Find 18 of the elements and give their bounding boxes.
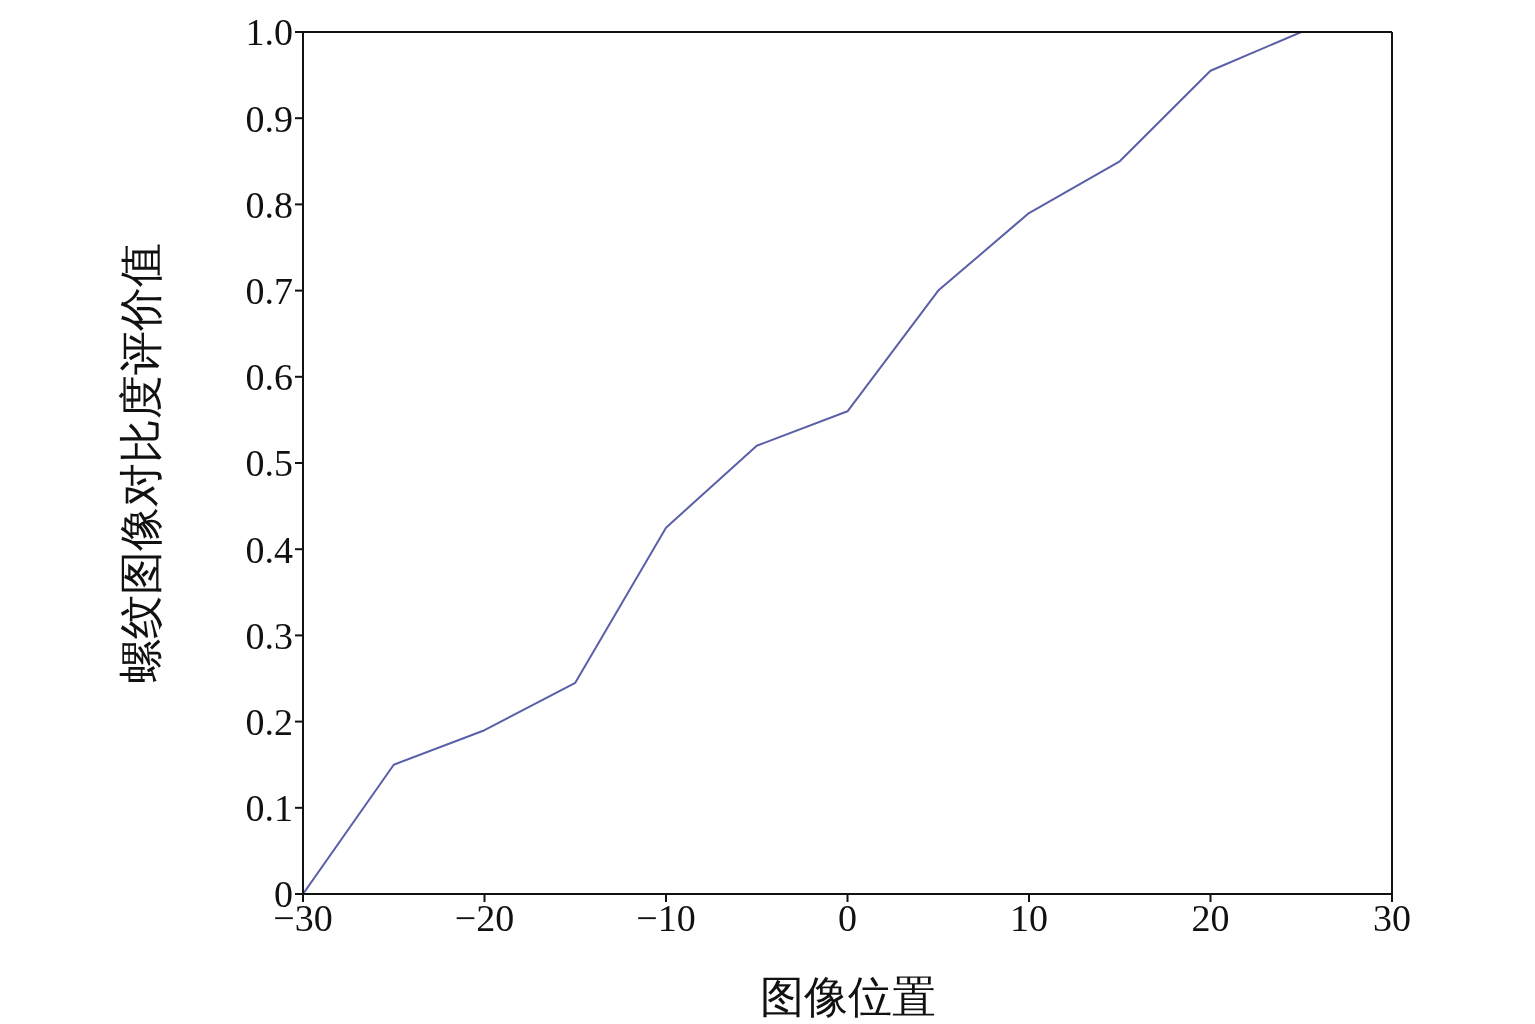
x-tick-label: 20 xyxy=(1191,896,1230,939)
y-tick-label: 0.8 xyxy=(245,183,293,226)
y-tick-label: 0.5 xyxy=(245,442,293,485)
y-tick-label: 0.3 xyxy=(245,614,293,657)
y-tick-label: 0.4 xyxy=(245,528,293,571)
y-tick-label: 1.0 xyxy=(245,11,293,54)
y-tick-label: 0.9 xyxy=(245,97,293,140)
x-tick-label: 30 xyxy=(1373,896,1411,939)
x-tick-label: −20 xyxy=(454,896,515,939)
y-tick-label: 0.1 xyxy=(245,787,293,830)
y-tick-label: 0.2 xyxy=(245,701,293,744)
y-tick-label: 0.7 xyxy=(245,270,293,313)
x-tick-label: 0 xyxy=(838,896,857,939)
x-tick-label: −10 xyxy=(636,896,696,939)
x-axis-title: 图像位置 xyxy=(759,973,936,1022)
y-axis-title: 螺纹图像对比度评价值 xyxy=(116,243,166,683)
y-tick-label: 0.6 xyxy=(245,356,293,399)
x-tick-label: 10 xyxy=(1010,896,1048,939)
